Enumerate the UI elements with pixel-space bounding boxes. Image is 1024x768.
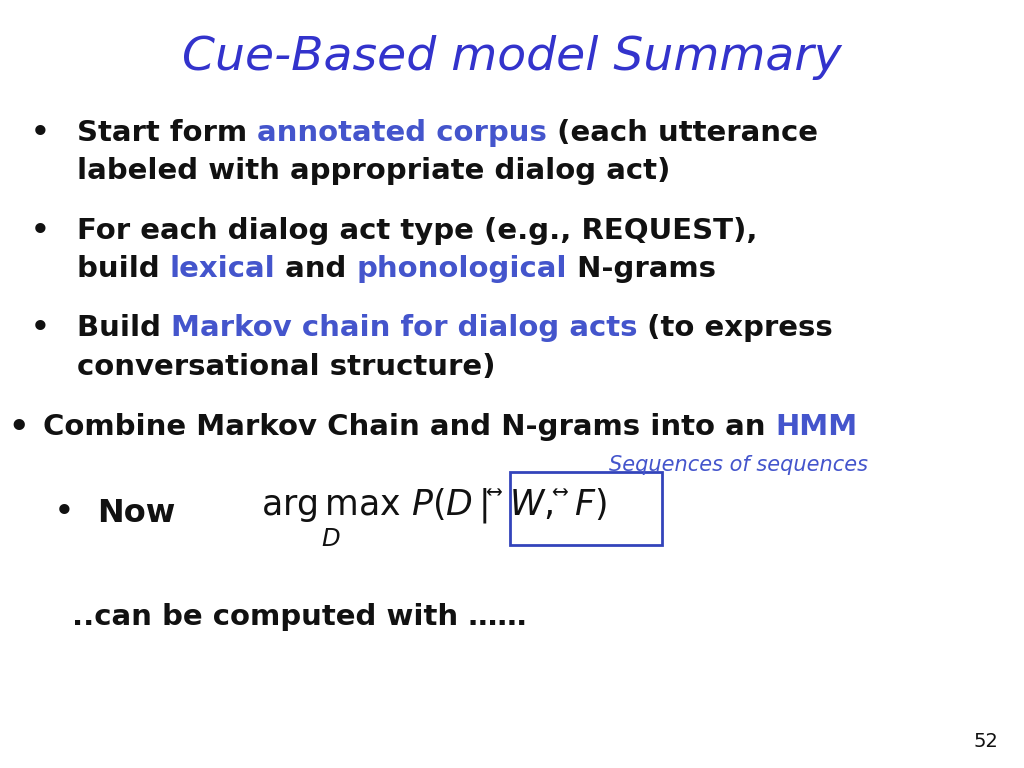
Text: labeled with appropriate dialog act): labeled with appropriate dialog act) [77, 157, 670, 185]
Text: annotated corpus: annotated corpus [257, 119, 547, 147]
Text: and: and [275, 255, 357, 283]
Text: conversational structure): conversational structure) [77, 353, 496, 380]
Text: (each utterance: (each utterance [547, 119, 818, 147]
Text: N-grams: N-grams [567, 255, 717, 283]
Text: (to express: (to express [637, 314, 834, 342]
Text: $\underset{D}{\mathrm{arg\,max}}\ P(D\,|\,\overleftrightarrow{W},\overleftrighta: $\underset{D}{\mathrm{arg\,max}}\ P(D\,|… [261, 486, 607, 549]
Text: Cue-Based model Summary: Cue-Based model Summary [182, 35, 842, 80]
Text: lexical: lexical [170, 255, 275, 283]
Text: •: • [31, 314, 49, 342]
Text: Start form: Start form [77, 119, 257, 147]
Text: Build: Build [77, 314, 171, 342]
Text: 52: 52 [974, 732, 998, 751]
Text: Now: Now [97, 498, 176, 528]
Text: HMM: HMM [775, 413, 858, 441]
Text: •: • [8, 413, 29, 444]
Text: ..can be computed with ……: ..can be computed with …… [72, 603, 526, 631]
Text: Combine Markov Chain and N-grams into an: Combine Markov Chain and N-grams into an [43, 413, 775, 441]
Text: Sequences of sequences: Sequences of sequences [609, 455, 868, 475]
Text: build: build [77, 255, 170, 283]
Text: Markov chain for dialog acts: Markov chain for dialog acts [171, 314, 637, 342]
Text: phonological: phonological [357, 255, 567, 283]
Bar [510, 472, 662, 545]
Text: •: • [31, 119, 49, 147]
Text: •: • [54, 498, 73, 525]
Text: •: • [31, 217, 49, 244]
Text: For each dialog act type (e.g., REQUEST),: For each dialog act type (e.g., REQUEST)… [77, 217, 758, 244]
